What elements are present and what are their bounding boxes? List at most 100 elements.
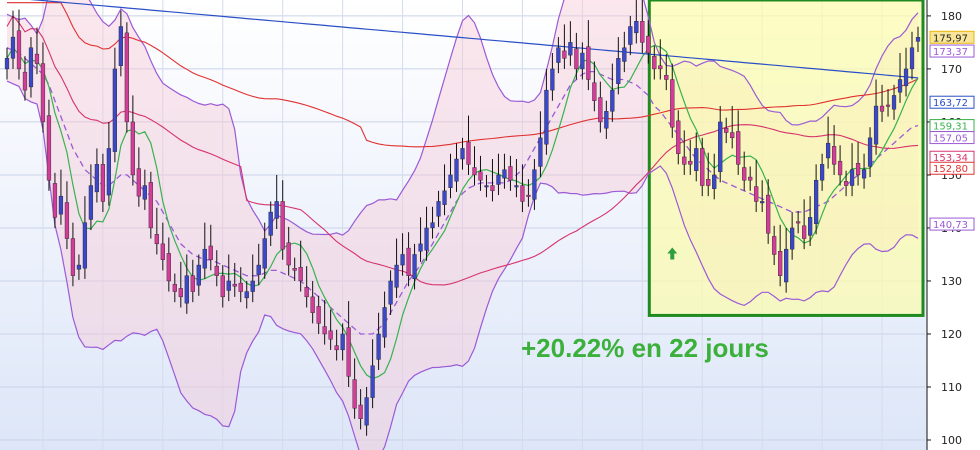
candle (808, 196, 813, 246)
candle-body-down (772, 236, 777, 255)
candle-body-up (388, 280, 393, 305)
candle (142, 169, 147, 210)
candle-body-up (808, 217, 813, 236)
candle-body-down (754, 186, 759, 202)
price-badge: 159,31 (929, 119, 975, 133)
candle-body-down (208, 245, 213, 260)
candle (112, 47, 117, 163)
candle (622, 31, 627, 73)
candle (484, 174, 489, 198)
candle-body-down (22, 71, 28, 91)
candle-body-down (478, 171, 483, 181)
candle-body-down (885, 104, 891, 107)
candle (598, 81, 603, 133)
candle-body-down (70, 238, 76, 276)
candle-body-down (292, 268, 297, 271)
candle (436, 190, 441, 227)
price-badge-label: 152,80 (933, 164, 968, 175)
candle (184, 254, 189, 314)
price-badge-label: 173,37 (933, 47, 968, 58)
candle-body-down (652, 55, 657, 70)
candle (70, 222, 76, 287)
candle (94, 148, 100, 203)
candle (232, 262, 237, 297)
candle (274, 174, 279, 230)
candle (628, 15, 633, 56)
candle (124, 22, 129, 133)
candle (88, 164, 94, 231)
candle-body-down (286, 242, 291, 266)
candle (885, 89, 891, 117)
candle (891, 84, 897, 120)
candle (100, 153, 106, 213)
candle (592, 61, 597, 112)
candle-body-down (766, 194, 771, 234)
candle-body-down (238, 282, 243, 292)
y-tick-label: 180 (941, 10, 962, 23)
candle (76, 254, 82, 280)
candle (550, 53, 555, 101)
candle-body-down (52, 183, 58, 218)
candle-body-up (88, 185, 94, 220)
candle (652, 45, 657, 80)
candle-body-down (190, 275, 195, 292)
candle-body-down (100, 164, 106, 202)
candle (813, 164, 819, 235)
candle (664, 54, 669, 91)
candle-body-up (256, 264, 261, 275)
price-badge: 157,05 (929, 131, 975, 145)
candle (358, 389, 363, 430)
candle-body-up (58, 195, 64, 215)
candle-body-up (580, 52, 585, 70)
candle (574, 32, 579, 80)
up-arrow-icon (667, 247, 678, 260)
candle-body-up (4, 58, 10, 70)
candle (610, 63, 615, 122)
candle (640, 0, 645, 54)
candle (616, 37, 621, 95)
candle (819, 153, 825, 191)
candle (346, 301, 351, 387)
candle-body-up (819, 164, 825, 181)
candle (454, 143, 459, 192)
candle (190, 259, 195, 303)
candle (772, 225, 777, 266)
candle (10, 10, 16, 69)
candle-body-up (424, 227, 429, 251)
candle-body-down (778, 251, 783, 276)
candle-body-up (610, 89, 615, 112)
candle-body-up (550, 68, 555, 91)
candle (208, 224, 213, 271)
candle-body-down (232, 283, 237, 287)
candle (268, 201, 273, 246)
candle-body-down (670, 79, 675, 128)
candle-body-down (843, 181, 849, 186)
candle (424, 206, 429, 261)
candle (280, 180, 285, 260)
candle (388, 270, 393, 315)
price-badge-box (929, 131, 975, 145)
candle (466, 115, 471, 175)
candle-body-down (34, 53, 40, 64)
candle (855, 142, 861, 186)
candle-body-up (903, 68, 909, 87)
candle-body-down (328, 330, 333, 340)
candle (412, 243, 417, 290)
candle (244, 280, 249, 309)
candle-body-up (202, 248, 207, 269)
candle-body-down (706, 178, 711, 186)
candle (310, 280, 315, 324)
candle (796, 210, 801, 234)
candle (214, 250, 219, 287)
candle-body-up (634, 21, 639, 34)
candle-body-down (334, 345, 339, 351)
candlesticks (4, 0, 921, 436)
candle-body-down (730, 132, 735, 139)
candle (472, 146, 477, 186)
candle-body-up (867, 137, 873, 167)
candle (514, 159, 519, 198)
candle-body-up (622, 47, 627, 62)
price-badge-label: 153,34 (933, 153, 968, 164)
candle-body-up (813, 180, 819, 224)
candle-body-up (436, 201, 441, 217)
